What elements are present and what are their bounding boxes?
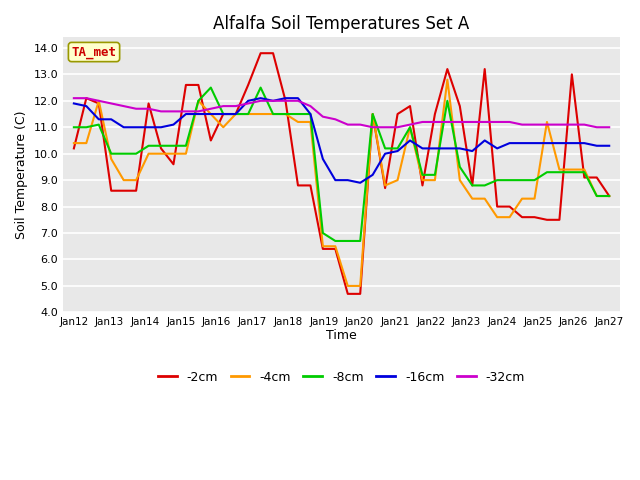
X-axis label: Time: Time	[326, 329, 357, 342]
Text: TA_met: TA_met	[72, 46, 116, 59]
Title: Alfalfa Soil Temperatures Set A: Alfalfa Soil Temperatures Set A	[213, 15, 470, 33]
Y-axis label: Soil Temperature (C): Soil Temperature (C)	[15, 110, 28, 239]
Legend: -2cm, -4cm, -8cm, -16cm, -32cm: -2cm, -4cm, -8cm, -16cm, -32cm	[153, 366, 530, 389]
